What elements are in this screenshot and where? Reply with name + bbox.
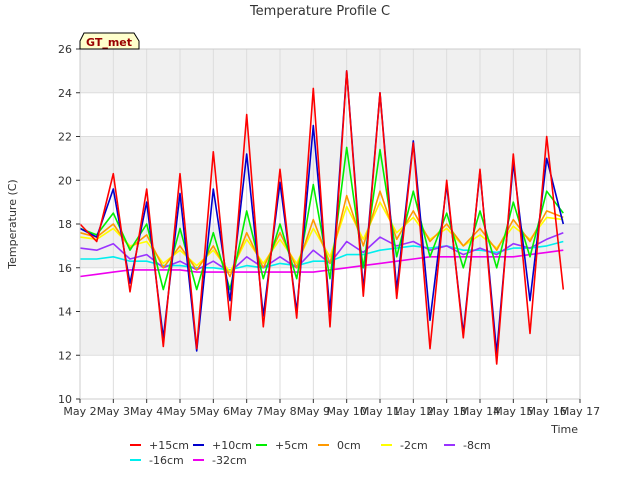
x-tick-label: May 16 bbox=[527, 405, 567, 418]
x-tick-label: May 9 bbox=[297, 405, 330, 418]
y-axis-ticks: 10 12 14 16 18 20 22 24 26 bbox=[58, 43, 80, 406]
y-tick-label: 22 bbox=[58, 131, 72, 144]
series-line-15cm bbox=[79, 70, 565, 365]
x-tick-label: May 10 bbox=[327, 405, 367, 418]
badge-text: GT_met bbox=[86, 36, 132, 49]
y-tick-label: 20 bbox=[58, 174, 72, 187]
chart-title: Temperature Profile C bbox=[249, 4, 390, 19]
y-tick-label: 24 bbox=[58, 87, 72, 100]
y-tick-label: 26 bbox=[58, 43, 72, 56]
legend: +15cm +10cm +5cm 0cm -2cm -8cm -16cm -32cm bbox=[130, 439, 491, 467]
legend-label: -2cm bbox=[400, 439, 428, 452]
x-tick-label: May 7 bbox=[230, 405, 263, 418]
series-line-5cm bbox=[79, 146, 564, 291]
legend-label: -8cm bbox=[463, 439, 491, 452]
legend-label: +15cm bbox=[149, 439, 189, 452]
x-tick-label: May 5 bbox=[163, 405, 196, 418]
x-tick-label: May 3 bbox=[97, 405, 130, 418]
y-tick-label: 18 bbox=[58, 218, 72, 231]
legend-label: +10cm bbox=[212, 439, 252, 452]
x-axis-ticks: May 2 May 3 May 4 May 5 May 6 May 7 May 8 May 9… bbox=[63, 399, 600, 418]
plot-band bbox=[80, 136, 580, 181]
y-tick-label: 16 bbox=[58, 262, 72, 275]
x-tick-label: May 4 bbox=[130, 405, 163, 418]
series-line-8cm bbox=[79, 231, 564, 273]
x-tick-label: May 8 bbox=[263, 405, 296, 418]
legend-label: -32cm bbox=[212, 454, 247, 467]
series-group bbox=[79, 70, 565, 365]
x-tick-label: May 14 bbox=[460, 405, 500, 418]
y-tick-label: 10 bbox=[58, 393, 72, 406]
y-axis-label: Temperature (C) bbox=[6, 179, 19, 269]
x-tick-label: May 15 bbox=[493, 405, 533, 418]
x-tick-label: May 13 bbox=[427, 405, 467, 418]
x-tick-label: May 6 bbox=[197, 405, 230, 418]
badge-box bbox=[79, 32, 140, 50]
x-tick-label: May 2 bbox=[63, 405, 96, 418]
x-tick-label: May 11 bbox=[360, 405, 400, 418]
series-line-0cm bbox=[79, 190, 564, 278]
x-tick-label: May 17 bbox=[560, 405, 600, 418]
plot-band bbox=[80, 49, 580, 93]
x-tick-label: May 12 bbox=[393, 405, 433, 418]
legend-label: +5cm bbox=[275, 439, 308, 452]
series-line-32cm bbox=[79, 249, 564, 278]
legend-label: -16cm bbox=[149, 454, 184, 467]
site-badge: GT_met bbox=[79, 32, 140, 50]
x-axis-label: Time bbox=[550, 423, 578, 436]
legend-label: 0cm bbox=[337, 439, 361, 452]
y-tick-label: 14 bbox=[58, 306, 72, 319]
y-tick-label: 12 bbox=[58, 349, 72, 362]
